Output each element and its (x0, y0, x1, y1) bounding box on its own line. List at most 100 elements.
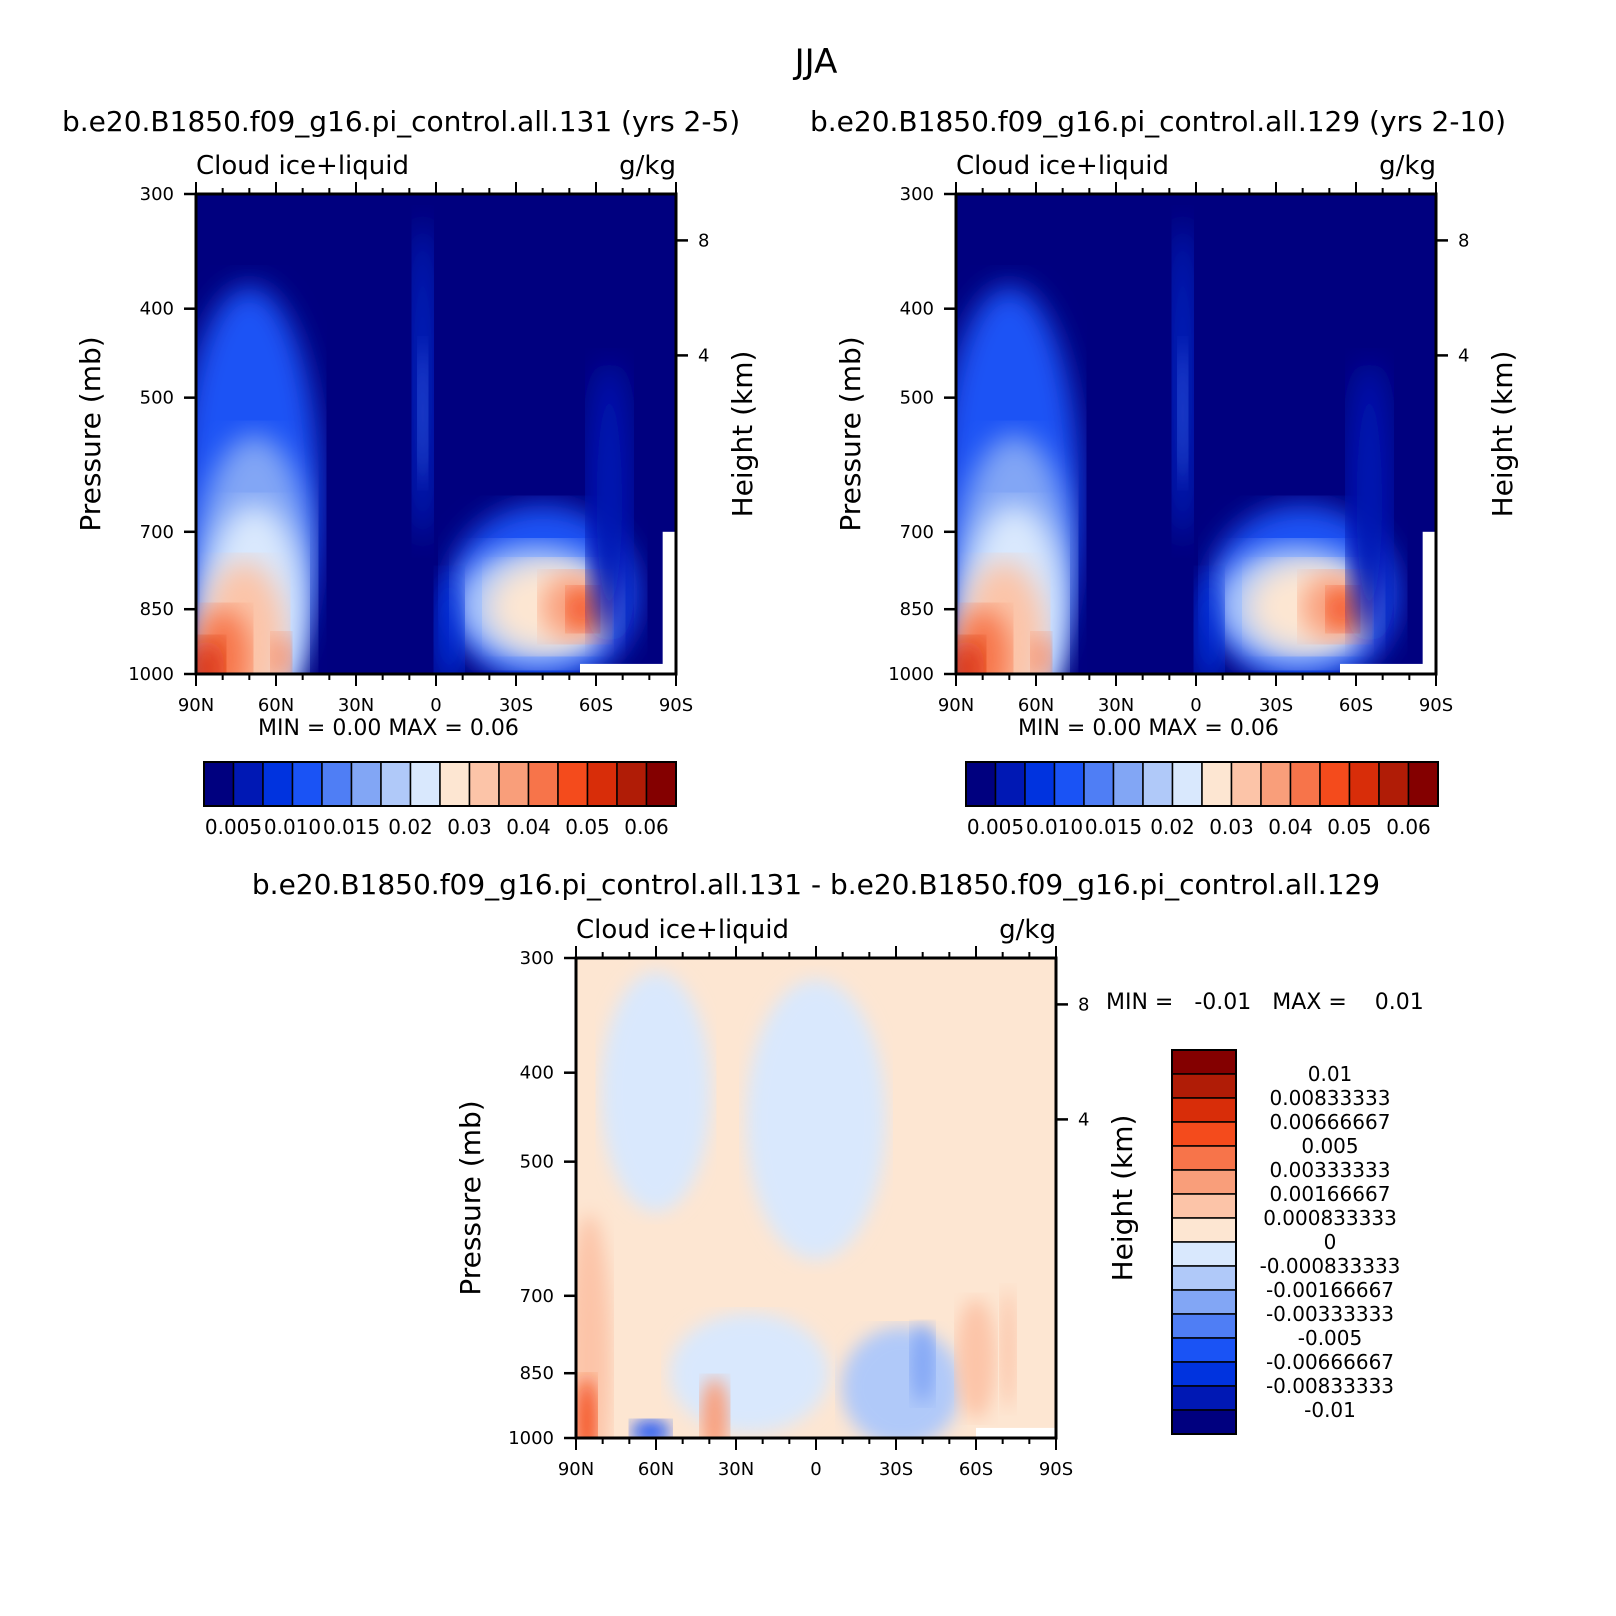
height-tick-label: 4 (1078, 1109, 1089, 1130)
contour-region (435, 572, 464, 674)
panel3-min-max: MIN = -0.01 MAX = 0.01 (1106, 990, 1424, 1015)
contour-region (841, 1327, 962, 1438)
colorbar-label: 0.015 (1085, 815, 1142, 839)
contour-region (576, 1376, 597, 1438)
colorbar-box (321, 761, 353, 807)
contour-region (601, 972, 711, 1213)
height-tick-label: 4 (698, 345, 709, 366)
pressure-tick-label: 700 (520, 1286, 554, 1307)
colorbar-label: 0.01 (1308, 1062, 1353, 1086)
contour-region (1031, 633, 1052, 674)
colorbar-box (1171, 761, 1203, 807)
colorbar-box (1171, 1049, 1237, 1075)
missing-data-area (662, 531, 676, 674)
colorbar-label: 0 (1324, 1230, 1337, 1254)
colorbar-box (468, 761, 500, 807)
colorbar-box (645, 761, 677, 807)
colorbar-box (1201, 761, 1233, 807)
pressure-tick-label: 700 (140, 522, 174, 543)
contour-field (576, 958, 1056, 1438)
lat-tick-label: 90S (659, 695, 693, 716)
colorbar-box (1112, 761, 1144, 807)
season-title: JJA (793, 42, 838, 82)
colorbar-box (586, 761, 618, 807)
colorbar-box (1171, 1121, 1237, 1147)
colorbar-box (1171, 1193, 1237, 1219)
contour-region (271, 633, 292, 674)
colorbar-box (350, 761, 382, 807)
pressure-tick-label: 400 (900, 299, 934, 320)
lat-tick-label: 90S (1419, 695, 1453, 716)
contour-region (1347, 362, 1392, 643)
colorbar-box (1171, 1361, 1237, 1387)
colorbar-box (1171, 1097, 1237, 1123)
colorbar-difference: 0.010.008333330.006666670.0050.003333330… (1171, 1049, 1401, 1435)
lat-tick-label: 0 (430, 695, 441, 716)
missing-data-area (1340, 663, 1436, 674)
pressure-tick-label: 300 (520, 948, 554, 969)
colorbar-box (439, 761, 471, 807)
lat-tick-label: 30S (879, 1459, 913, 1480)
height-tick-label: 8 (1078, 994, 1089, 1015)
y-axis-label: Pressure (mb) (74, 336, 107, 531)
contour-region (566, 587, 599, 632)
colorbar-label: 0.05 (1327, 815, 1372, 839)
height-axis-label: Height (km) (1486, 351, 1519, 518)
colorbar-label: -0.00166667 (1266, 1278, 1394, 1302)
pressure-tick-label: 850 (900, 599, 934, 620)
lat-tick-label: 30N (718, 1459, 754, 1480)
lat-tick-label: 60N (1018, 695, 1054, 716)
lat-tick-label: 30S (1259, 695, 1293, 716)
pressure-tick-label: 1000 (128, 664, 174, 685)
colorbar-box (1171, 1169, 1237, 1195)
contour-region (910, 1323, 935, 1404)
colorbar-label: 0.005 (967, 815, 1024, 839)
colorbar-box (1319, 761, 1351, 807)
contour-region (669, 1313, 830, 1434)
colorbar-frame (965, 761, 1439, 807)
lat-tick-label: 60S (579, 695, 613, 716)
colorbar-label: -0.00333333 (1266, 1302, 1394, 1326)
lat-tick-label: 90N (558, 1459, 594, 1480)
contour-region (1326, 587, 1359, 632)
lat-tick-label: 30S (499, 695, 533, 716)
colorbar-box (1171, 1073, 1237, 1099)
colorbar-label: 0.010 (1026, 815, 1083, 839)
colorbar-box (1171, 1337, 1237, 1363)
colorbar-2: 0.005 0.010 0.015 0.02 0.03 0.04 0.05 0.06 (965, 761, 1439, 839)
colorbar-box (1171, 1313, 1237, 1339)
colorbar-label: 0.010 (264, 815, 321, 839)
colorbar-label: 0.005 (1301, 1134, 1358, 1158)
pressure-tick-label: 300 (900, 184, 934, 205)
pressure-tick-label: 400 (140, 299, 174, 320)
colorbar-label: 0.00166667 (1270, 1182, 1391, 1206)
colorbar-label: 0.02 (1150, 815, 1195, 839)
colorbar-label: 0.00333333 (1270, 1158, 1391, 1182)
contour-region (700, 1377, 729, 1438)
pressure-tick-label: 850 (520, 1363, 554, 1384)
variable-name: Cloud ice+liquid (196, 151, 409, 181)
colorbar-box (1083, 761, 1115, 807)
pressure-tick-label: 300 (140, 184, 174, 205)
colorbar-box (232, 761, 264, 807)
colorbar-box (1171, 1241, 1237, 1267)
colorbar-box (291, 761, 323, 807)
pressure-tick-label: 500 (520, 1152, 554, 1173)
colorbar-frame (1171, 1049, 1237, 1435)
colorbar-box (994, 761, 1026, 807)
colorbar-box (1378, 761, 1410, 807)
pressure-tick-label: 500 (900, 388, 934, 409)
contour-field (956, 194, 1436, 674)
colorbar-label: -0.000833333 (1260, 1254, 1401, 1278)
colorbar-box (557, 761, 589, 807)
colorbar-label: 0.06 (624, 815, 669, 839)
contour-region (746, 979, 886, 1260)
colorbar-label: 0.005 (205, 815, 262, 839)
contour-region (587, 362, 632, 643)
colorbar-box (498, 761, 530, 807)
y-axis-label: Pressure (mb) (834, 336, 867, 531)
colorbar-box (1142, 761, 1174, 807)
lat-tick-label: 60S (1339, 695, 1373, 716)
colorbar-box (1024, 761, 1056, 807)
